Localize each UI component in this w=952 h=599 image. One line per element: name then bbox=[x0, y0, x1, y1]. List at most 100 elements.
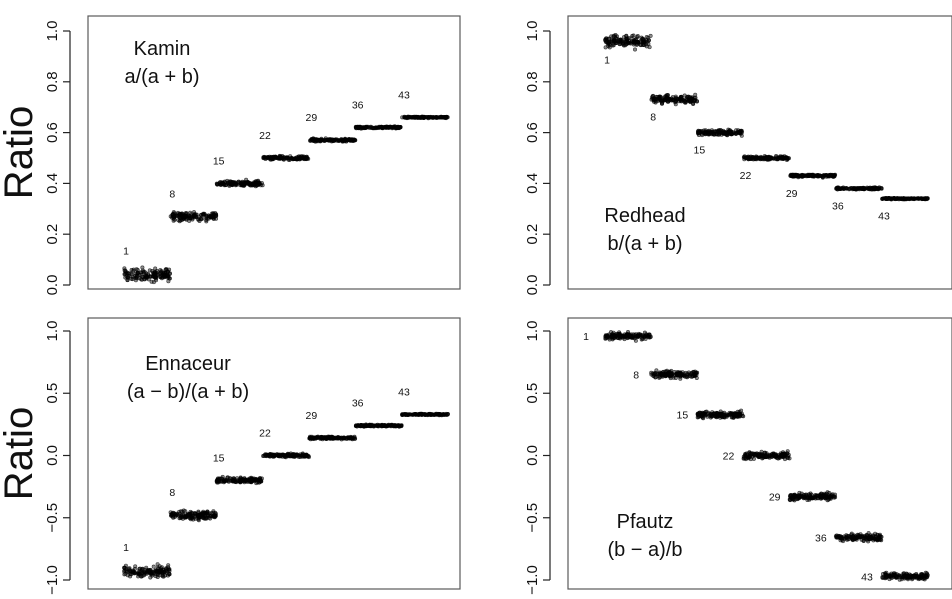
data-point bbox=[211, 215, 216, 220]
data-point bbox=[654, 368, 659, 373]
data-point bbox=[188, 215, 193, 220]
y-tick-label: 0.4 bbox=[44, 173, 61, 194]
data-point bbox=[891, 196, 896, 201]
data-label: 43 bbox=[398, 89, 410, 101]
data-point bbox=[167, 271, 172, 276]
data-point bbox=[876, 186, 881, 191]
data-point bbox=[135, 271, 140, 276]
data-point bbox=[293, 156, 298, 161]
data-point bbox=[695, 370, 700, 375]
data-point bbox=[219, 479, 224, 484]
data-point bbox=[603, 333, 608, 338]
y-tick-label: −1.0 bbox=[44, 565, 61, 595]
data-point bbox=[701, 131, 706, 136]
data-point bbox=[261, 453, 266, 458]
data-point bbox=[142, 571, 147, 576]
data-point bbox=[647, 45, 652, 50]
data-point bbox=[306, 455, 311, 460]
data-label: 29 bbox=[786, 188, 798, 200]
data-point bbox=[710, 410, 715, 415]
data-label: 36 bbox=[815, 533, 827, 545]
data-point bbox=[839, 535, 844, 540]
data-point bbox=[618, 336, 623, 341]
data-point bbox=[741, 456, 746, 461]
data-point bbox=[289, 156, 294, 161]
data-point bbox=[763, 156, 768, 161]
data-point bbox=[827, 490, 832, 495]
data-point bbox=[377, 124, 382, 129]
panel-title-line: Ennaceur bbox=[145, 353, 231, 375]
data-point bbox=[653, 375, 658, 380]
data-point bbox=[894, 575, 899, 580]
data-point bbox=[603, 45, 608, 50]
data-point bbox=[846, 533, 851, 538]
data-point bbox=[155, 562, 160, 567]
data-point bbox=[755, 155, 760, 160]
data-point bbox=[810, 495, 815, 500]
data-point bbox=[764, 451, 769, 456]
data-cluster bbox=[261, 153, 311, 163]
data-point bbox=[871, 536, 876, 541]
data-point bbox=[171, 514, 176, 519]
data-point bbox=[149, 279, 154, 284]
data-point bbox=[832, 494, 837, 499]
data-point bbox=[267, 452, 272, 457]
data-point bbox=[778, 154, 783, 159]
data-point bbox=[606, 42, 611, 47]
data-point bbox=[641, 40, 646, 45]
data-point bbox=[620, 333, 625, 338]
data-point bbox=[728, 411, 733, 416]
data-point bbox=[153, 272, 158, 277]
data-point bbox=[155, 574, 160, 579]
y-tick-label: 1.0 bbox=[524, 321, 541, 342]
data-point bbox=[283, 453, 288, 458]
data-label: 8 bbox=[633, 370, 639, 382]
data-point bbox=[254, 182, 259, 187]
data-point bbox=[176, 218, 181, 223]
data-point bbox=[206, 214, 211, 219]
y-tick-label: 0.2 bbox=[44, 224, 61, 245]
data-label: 22 bbox=[740, 170, 752, 182]
data-point bbox=[915, 196, 920, 201]
data-cluster bbox=[122, 562, 172, 580]
data-point bbox=[273, 155, 278, 160]
data-point bbox=[436, 115, 441, 120]
data-point bbox=[710, 413, 715, 418]
panel-title-line: (a − b)/(a + b) bbox=[127, 381, 249, 403]
data-cluster bbox=[168, 508, 218, 523]
data-point bbox=[315, 435, 320, 440]
data-point bbox=[231, 477, 236, 482]
data-label: 15 bbox=[213, 155, 225, 167]
data-point bbox=[873, 531, 878, 536]
data-point bbox=[721, 414, 726, 419]
data-point bbox=[788, 173, 793, 178]
data-point bbox=[382, 125, 387, 130]
data-point bbox=[877, 537, 882, 542]
data-point bbox=[650, 94, 655, 99]
data-point bbox=[624, 37, 629, 42]
data-point bbox=[277, 154, 282, 159]
data-label: 8 bbox=[169, 487, 175, 499]
y-tick-label: 0.6 bbox=[524, 122, 541, 143]
data-point bbox=[742, 155, 747, 160]
data-point bbox=[154, 568, 159, 573]
data-point bbox=[158, 268, 163, 273]
y-tick-label: 0.0 bbox=[44, 275, 61, 296]
data-point bbox=[692, 98, 697, 103]
data-cluster bbox=[122, 265, 173, 285]
data-point bbox=[897, 196, 902, 201]
data-point bbox=[917, 574, 922, 579]
data-point bbox=[912, 573, 917, 578]
data-cluster bbox=[168, 210, 219, 224]
data-point bbox=[752, 155, 757, 160]
data-point bbox=[922, 575, 927, 580]
data-label: 22 bbox=[259, 130, 271, 142]
data-point bbox=[215, 182, 220, 187]
data-point bbox=[690, 95, 695, 100]
data-point bbox=[216, 477, 221, 482]
data-point bbox=[674, 371, 679, 376]
data-point bbox=[881, 575, 886, 580]
data-point bbox=[180, 512, 185, 517]
data-point bbox=[239, 478, 244, 483]
data-point bbox=[611, 34, 616, 39]
